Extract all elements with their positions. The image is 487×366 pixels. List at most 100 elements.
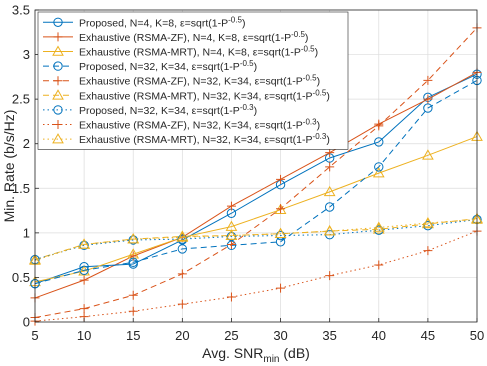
- data-point: [374, 121, 384, 131]
- data-point: [128, 306, 138, 316]
- legend-swatch-marker: [53, 17, 63, 27]
- series-8: [30, 226, 482, 326]
- legend-swatch-marker: [53, 120, 63, 129]
- legend-swatch-marker: [52, 133, 64, 144]
- data-point: [422, 149, 434, 160]
- data-point: [127, 233, 140, 244]
- x-tick-label: 40: [372, 328, 386, 343]
- series-line: [34, 79, 478, 285]
- legend-swatch-marker: [52, 89, 64, 100]
- y-tick-label: 0: [23, 315, 30, 330]
- plot-frame: [34, 9, 478, 323]
- y-tick-label: 3.5: [12, 3, 30, 18]
- legend-label: Proposed, N=32, K=34, ε=sqrt(1-P-0.5): [79, 59, 257, 73]
- series-9: [29, 213, 483, 265]
- data-point: [423, 103, 433, 113]
- series-line: [34, 73, 478, 285]
- legend-entry: Proposed, N=32, K=34, ε=sqrt(1-P-0.5): [43, 59, 257, 73]
- data-point: [423, 75, 433, 85]
- y-tick-label: 2: [23, 136, 30, 151]
- series-line: [34, 27, 478, 319]
- legend-entry: Proposed, N=4, K=8, ε=sqrt(1-P-0.5): [43, 15, 245, 29]
- series-line: [34, 230, 478, 322]
- x-axis-label-subscript: min: [263, 354, 279, 365]
- data-point: [226, 231, 237, 242]
- data-point: [323, 185, 336, 197]
- x-tick-label: 5: [31, 328, 38, 343]
- data-point: [324, 202, 335, 212]
- legend-label: Exhaustive (RSMA-ZF), N=4, K=8, ε=sqrt(1…: [79, 30, 308, 44]
- x-tick-label: 10: [77, 328, 91, 343]
- data-point: [374, 260, 384, 270]
- data-point: [372, 221, 385, 232]
- legend-entry: Exhaustive (RSMA-ZF), N=4, K=8, ε=sqrt(1…: [43, 30, 308, 44]
- data-point: [226, 292, 236, 302]
- legend-swatch-marker: [53, 61, 63, 71]
- legend-label: Exhaustive (RSMA-MRT), N=32, K=34, ε=sqr…: [79, 132, 330, 146]
- legend-label: Proposed, N=32, K=34, ε=sqrt(1-P-0.3): [79, 103, 257, 117]
- series-line: [34, 71, 478, 299]
- data-point: [422, 217, 434, 228]
- data-point: [226, 239, 236, 249]
- legend-label: Proposed, N=4, K=8, ε=sqrt(1-P-0.5): [79, 15, 245, 29]
- data-point: [79, 265, 89, 275]
- data-point: [177, 269, 187, 279]
- legend-entry: Exhaustive (RSMA-MRT), N=32, K=34, ε=sqr…: [43, 88, 330, 102]
- x-tick-label: 30: [273, 328, 287, 343]
- data-point: [225, 229, 238, 240]
- data-point: [79, 304, 89, 314]
- y-axis-label: Min. Rate (b/s/Hz): [1, 110, 17, 223]
- data-point: [374, 137, 384, 147]
- legend-entry: Exhaustive (RSMA-ZF), N=32, K=34, ε=sqrt…: [43, 74, 320, 88]
- data-point: [128, 235, 138, 245]
- data-point: [423, 94, 433, 104]
- x-tick-label: 50: [470, 328, 484, 343]
- y-tick-label: 3: [23, 47, 30, 62]
- legend-entry: Exhaustive (RSMA-ZF), N=32, K=34, ε=sqrt…: [43, 118, 320, 132]
- x-tick-label: 15: [126, 328, 140, 343]
- data-point: [79, 240, 89, 251]
- x-axis-label: Avg. SNRmin (dB): [202, 345, 310, 365]
- data-point: [226, 201, 236, 211]
- data-point: [323, 225, 336, 236]
- legend: Proposed, N=4, K=8, ε=sqrt(1-P-0.5)Exhau…: [37, 11, 349, 150]
- data-point: [423, 246, 433, 256]
- data-point: [78, 238, 90, 249]
- legend-swatch-marker: [53, 105, 63, 115]
- ticks: 5 10 15 20 25 30 35 40 45 50 0 0.5 1 1.5 2 2.5 3 3.5: [12, 3, 484, 344]
- data-point: [79, 275, 89, 285]
- x-tick-label: 45: [421, 328, 435, 343]
- legend-entry: Exhaustive (RSMA-MRT), N=4, K=8, ε=sqrt(…: [43, 45, 318, 59]
- legend-entry: Proposed, N=32, K=34, ε=sqrt(1-P-0.3): [43, 103, 257, 117]
- x-axis-label-unit: (dB): [280, 345, 310, 361]
- x-tick-label: 25: [224, 328, 238, 343]
- series-line: [34, 218, 478, 261]
- data-point: [372, 167, 385, 178]
- data-point: [276, 283, 286, 293]
- x-tick-label: 20: [175, 328, 189, 343]
- data-point: [128, 257, 138, 267]
- data-point: [176, 231, 189, 242]
- data-point: [128, 251, 138, 261]
- legend-label: Exhaustive (RSMA-ZF), N=32, K=34, ε=sqrt…: [79, 74, 320, 88]
- legend-swatch-marker: [52, 45, 64, 56]
- legend-box: [37, 11, 349, 150]
- data-point: [325, 271, 335, 281]
- legend-entry: Exhaustive (RSMA-MRT), N=32, K=34, ε=sqr…: [43, 132, 330, 146]
- y-tick-label: 2.5: [12, 92, 30, 107]
- data-point: [177, 299, 187, 309]
- y-tick-label: 1.5: [12, 181, 30, 196]
- data-point: [274, 227, 287, 239]
- data-point: [177, 244, 188, 254]
- data-point: [374, 162, 384, 172]
- data-point: [372, 223, 385, 234]
- x-axis-label-main: Avg. SNR: [202, 345, 263, 361]
- data-point: [276, 204, 286, 214]
- y-tick-label: 0.5: [12, 270, 30, 285]
- data-point: [276, 174, 286, 184]
- data-point: [325, 162, 335, 172]
- legend-swatch-marker: [53, 76, 63, 86]
- legend-label: Exhaustive (RSMA-MRT), N=4, K=8, ε=sqrt(…: [79, 45, 318, 59]
- legend-label: Exhaustive (RSMA-ZF), N=32, K=34, ε=sqrt…: [79, 118, 320, 132]
